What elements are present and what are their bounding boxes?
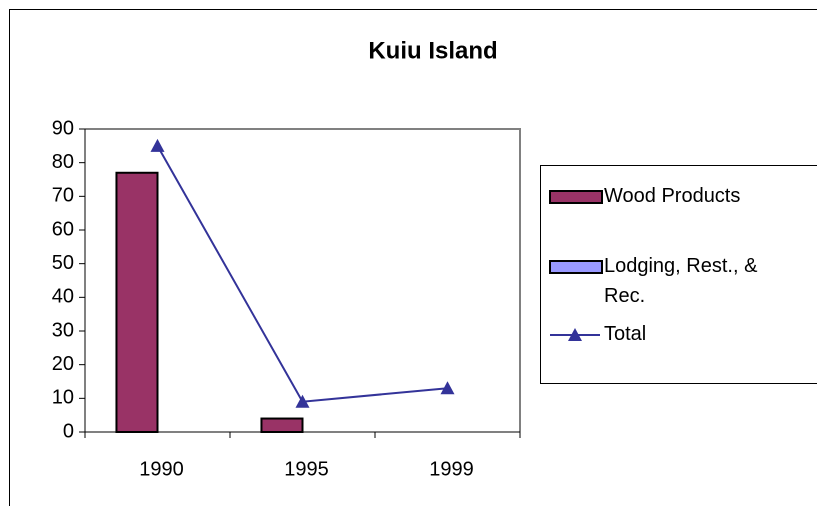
x-tick-label: 1990: [139, 458, 184, 480]
legend-marker: [568, 328, 582, 341]
x-tick-label: 1999: [429, 458, 474, 480]
y-tick-label: 70: [52, 185, 74, 207]
bar: [260, 417, 304, 433]
line-marker: [440, 381, 455, 395]
legend-label: Wood Products: [604, 185, 740, 207]
legend-label-line: Rec.: [604, 285, 645, 307]
line-marker: [295, 394, 310, 408]
y-tick-label: 0: [63, 420, 74, 442]
y-tick-label: 10: [52, 387, 74, 409]
y-tick-label: 50: [52, 252, 74, 274]
legend-label-line: Wood Products: [604, 185, 740, 207]
legend-label: Lodging, Rest., & Rec.: [604, 255, 758, 307]
x-tick-label: 1995: [284, 458, 329, 480]
legend-label: Total: [604, 323, 646, 345]
y-tick-label: 20: [52, 353, 74, 375]
y-tick-label: 40: [52, 286, 74, 308]
legend-label-line: Lodging, Rest., &: [604, 255, 758, 277]
legend-swatch: [549, 190, 603, 204]
y-tick-label: 80: [52, 151, 74, 173]
legend-swatch: [549, 260, 603, 274]
plot-border: [85, 128, 521, 432]
bar: [115, 171, 159, 433]
line-marker: [150, 138, 165, 152]
y-tick-label: 60: [52, 218, 74, 240]
chart-title: Kuiu Island: [368, 37, 497, 64]
y-tick-label: 30: [52, 319, 74, 341]
y-tick-label: 90: [52, 117, 74, 139]
legend-label-line: Total: [604, 323, 646, 345]
